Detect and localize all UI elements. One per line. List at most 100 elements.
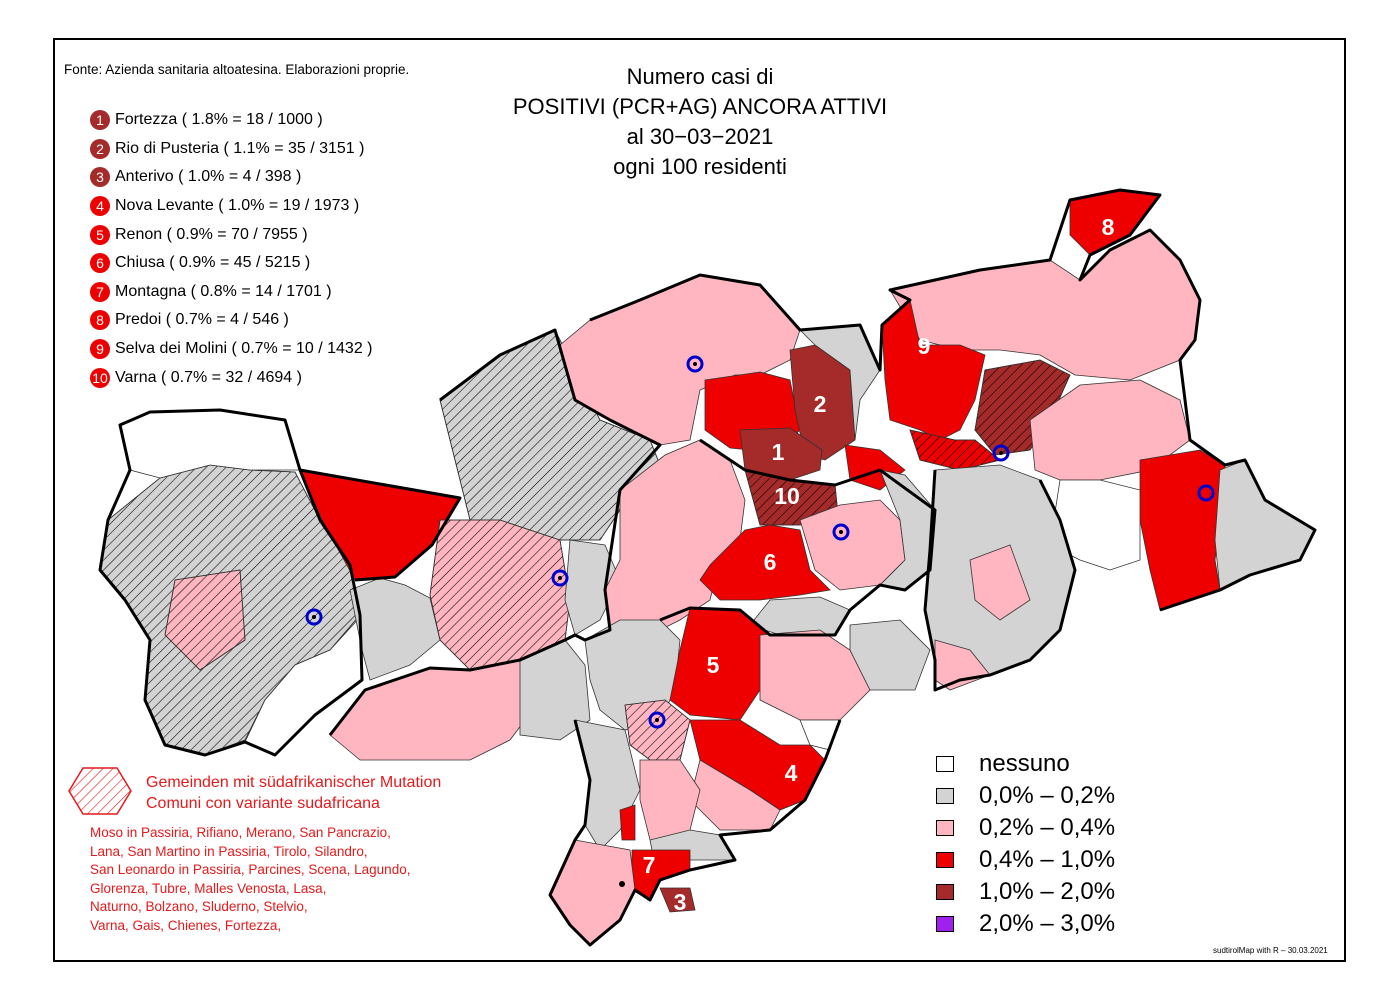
marker-icon (1197, 484, 1215, 502)
legend-swatch (936, 788, 954, 804)
rank-detail: ( 1.1% = 35 / 3151 ) (223, 139, 365, 157)
rank-badge: 3 (90, 167, 110, 188)
credit-note: sudtirolMap with R – 30.03.2021 (1213, 946, 1328, 955)
rank-name: Nova Levante (115, 197, 214, 215)
region-south (549, 719, 736, 946)
marker-icon (832, 523, 850, 541)
legend-swatch (936, 884, 954, 900)
rank-detail: ( 0.7% = 32 / 4694 ) (160, 368, 302, 386)
rank-badge: 6 (90, 253, 110, 274)
rank-badge: 7 (90, 281, 110, 302)
rank-badge: 4 (90, 196, 110, 217)
rank-name: Predoi (115, 311, 162, 329)
region-pustertal (881, 189, 1316, 611)
rank-badge: 2 (90, 138, 110, 159)
rank-name: Chiusa (115, 254, 165, 272)
map-rank-label: 2 (814, 391, 827, 417)
legend-swatch (936, 852, 954, 868)
map-frame (53, 38, 1346, 962)
rank-detail: ( 1.0% = 19 / 1973 ) (218, 197, 360, 215)
variant-line: Varna, Gais, Chienes, Fortezza, (90, 917, 282, 933)
ranking-item: 5 Renon ( 0.9% = 70 / 7955 ) (90, 220, 373, 249)
marker-icon (686, 355, 704, 373)
map-rank-label: 9 (918, 333, 931, 359)
rank-detail: ( 0.9% = 70 / 7955 ) (166, 225, 308, 243)
rank-name: Anterivo (115, 168, 174, 186)
map-rank-label: 3 (674, 889, 687, 915)
title-line: POSITIVI (PCR+AG) ANCORA ATTIVI (512, 94, 888, 119)
ranking-item: 4 Nova Levante ( 1.0% = 19 / 1973 ) (90, 192, 373, 221)
rank-detail: ( 0.9% = 45 / 5215 ) (169, 254, 311, 272)
map-rank-label: 5 (707, 652, 720, 678)
variant-label-de: Gemeinden mit südafrikanischer Mutation (146, 774, 442, 791)
rank-detail: ( 0.7% = 10 / 1432 ) (231, 340, 373, 358)
variant-line: San Leonardo in Passiria, Parcines, Scen… (90, 862, 411, 878)
rank-badge: 5 (90, 224, 110, 245)
district-capital-markers (305, 355, 1215, 887)
legend-label: 0,0% – 0,2% (979, 782, 1116, 809)
map-rank-label: 4 (785, 760, 798, 786)
marker-icon (648, 711, 666, 729)
map-rank-label: 7 (643, 852, 656, 878)
title-line: Numero casi di (626, 64, 774, 89)
title-line: al 30−03−2021 (626, 124, 774, 149)
variant-line: Naturno, Bolzano, Sluderno, Stelvio, (90, 899, 308, 915)
legend-item: 0,2% – 0,4% (936, 812, 1115, 844)
variant-line: Lana, San Martino in Passiria, Tirolo, S… (90, 843, 368, 859)
rank-name: Rio di Pusteria (115, 139, 220, 157)
legend-item: 1,0% – 2,0% (936, 876, 1115, 908)
ranking-item: 2 Rio di Pusteria ( 1.1% = 35 / 3151 ) (90, 135, 373, 164)
legend-swatch (936, 916, 954, 932)
region-west (99, 409, 461, 756)
legend-label: 0,2% – 0,4% (979, 814, 1116, 841)
legend-label: nessuno (979, 750, 1070, 777)
variant-label: Gemeinden mit südafrikanischer Mutation … (146, 772, 441, 814)
map-rank-label: 1 (772, 439, 785, 465)
region-bolzano (584, 607, 931, 831)
variant-line: Moso in Passiria, Rifiano, Merano, San P… (90, 825, 391, 840)
marker-icon (992, 444, 1010, 462)
source-note: Fonte: Azienda sanitaria altoatesina. El… (64, 62, 410, 77)
variant-line: Glorenza, Tubre, Malles Venosta, Lasa, (90, 880, 327, 896)
rank-detail: ( 0.7% = 4 / 546 ) (165, 311, 289, 329)
town-dot (619, 881, 625, 887)
rank-detail: ( 0.8% = 14 / 1701 ) (190, 282, 332, 300)
rank-badge: 9 (90, 339, 110, 360)
rank-name: Selva dei Molini (115, 340, 228, 358)
rank-name: Varna (115, 368, 157, 386)
ranking-item: 3 Anterivo ( 1.0% = 4 / 398 ) (90, 163, 373, 192)
rank-labels: 1 2 3 4 5 6 7 8 9 10 (643, 214, 1115, 915)
rank-badge: 8 (90, 310, 110, 331)
ranking-item: 9 Selva dei Molini ( 0.7% = 10 / 1432 ) (90, 335, 373, 364)
ranking-item: 1 Fortezza ( 1.8% = 18 / 1000 ) (90, 106, 373, 135)
legend-item: 0,4% – 1,0% (936, 844, 1115, 876)
legend-label: 1,0% – 2,0% (979, 878, 1116, 905)
region-wipptal (559, 274, 906, 491)
ranking-list: 1 Fortezza ( 1.8% = 18 / 1000 ) 2 Rio di Pu… (90, 106, 373, 392)
rank-detail: ( 1.8% = 18 / 1000 ) (181, 111, 323, 129)
rank-badge: 10 (90, 367, 110, 388)
map-rank-label: 6 (764, 549, 777, 575)
variant-hatch-icon (68, 767, 132, 815)
ranking-item: 6 Chiusa ( 0.9% = 45 / 5215 ) (90, 249, 373, 278)
rank-badge: 1 (90, 110, 110, 131)
rank-name: Fortezza (115, 111, 178, 129)
marker-icon (305, 608, 323, 626)
legend-label: 0,4% – 1,0% (979, 846, 1116, 873)
district-borders (98, 188, 1317, 947)
variant-municipality-list: Moso in Passiria, Rifiano, Merano, San P… (90, 824, 490, 936)
legend-item: 0,0% – 0,2% (936, 780, 1115, 812)
title-line: ogni 100 residenti (613, 154, 787, 179)
region-eisacktal (604, 439, 936, 641)
ranking-item: 7 Montagna ( 0.8% = 14 / 1701 ) (90, 278, 373, 307)
legend-label: 2,0% – 3,0% (979, 910, 1116, 937)
map-rank-label: 8 (1102, 214, 1115, 240)
rank-name: Renon (115, 225, 163, 243)
ranking-item: 10 Varna ( 0.7% = 32 / 4694 ) (90, 363, 373, 392)
legend-swatch (936, 820, 954, 836)
legend-item: 2,0% – 3,0% (936, 908, 1115, 940)
map-title: Numero casi di POSITIVI (PCR+AG) ANCORA … (470, 62, 930, 182)
legend-item: nessuno (936, 748, 1115, 780)
map-rank-label: 10 (774, 483, 800, 509)
